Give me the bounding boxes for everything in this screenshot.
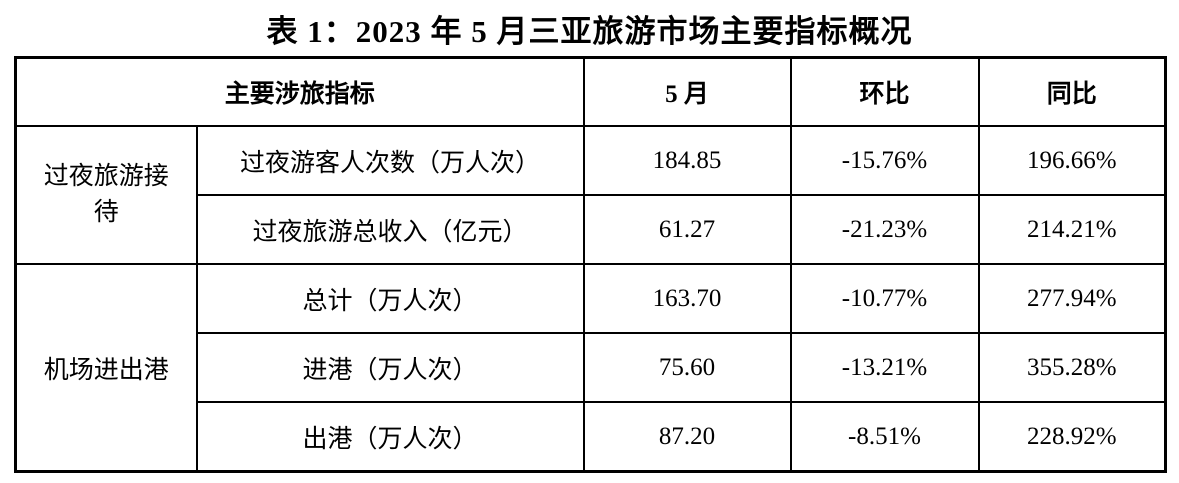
group-label: 机场进出港 [14,263,198,473]
header-mom: 环比 [789,56,980,127]
indicator-cell: 过夜游客人次数（万人次） [195,125,585,196]
group-label: 过夜旅游接待 [14,125,198,265]
header-may: 5 月 [582,56,792,127]
header-indicator: 主要涉旅指标 [14,56,585,127]
may-cell: 61.27 [582,194,792,265]
may-cell: 75.60 [582,332,792,403]
yoy-cell: 277.94% [977,263,1167,334]
yoy-cell: 214.21% [977,194,1167,265]
header-row: 主要涉旅指标 5 月 环比 同比 [14,56,1167,127]
mom-cell: -21.23% [789,194,980,265]
table-row: 过夜旅游接待 过夜游客人次数（万人次） 184.85 -15.76% 196.6… [14,125,1167,265]
table-row: 出港（万人次） 87.20 -8.51% 228.92% [16,401,1167,473]
group-label-text: 过夜旅游接待 [43,163,169,226]
yoy-cell: 355.28% [977,332,1167,403]
mom-cell: -8.51% [789,401,980,473]
indicator-table: 主要涉旅指标 5 月 环比 同比 过夜旅游接待 过夜游客人次数（万人次） 184… [14,56,1167,473]
header-yoy: 同比 [977,56,1167,127]
mom-cell: -15.76% [789,125,980,196]
may-cell: 163.70 [582,263,792,334]
table-row: 进港（万人次） 75.60 -13.21% 355.28% [16,332,1167,403]
may-cell: 184.85 [582,125,792,196]
table-row: 过夜旅游总收入（亿元） 61.27 -21.23% 214.21% [16,194,1167,265]
indicator-cell: 出港（万人次） [195,401,585,473]
mom-cell: -10.77% [789,263,980,334]
may-cell: 87.20 [582,401,792,473]
yoy-cell: 196.66% [977,125,1167,196]
indicator-cell: 进港（万人次） [195,332,585,403]
yoy-cell: 228.92% [977,401,1167,473]
indicator-cell: 过夜旅游总收入（亿元） [195,194,585,265]
table-row: 机场进出港 总计（万人次） 163.70 -10.77% 277.94% [14,263,1167,473]
indicator-cell: 总计（万人次） [195,263,585,334]
mom-cell: -13.21% [789,332,980,403]
table-title: 表 1：2023 年 5 月三亚旅游市场主要指标概况 [266,14,913,49]
